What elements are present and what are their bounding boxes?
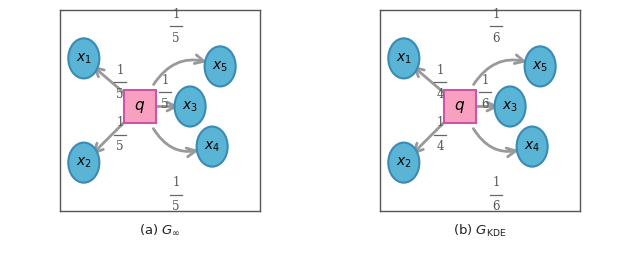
- Ellipse shape: [68, 143, 99, 183]
- Text: $x_5$: $x_5$: [532, 59, 548, 74]
- Text: 5: 5: [116, 88, 124, 101]
- Text: (b) $G_{\mathrm{KDE}}$: (b) $G_{\mathrm{KDE}}$: [453, 223, 507, 239]
- Text: 1: 1: [161, 74, 169, 87]
- Text: 1: 1: [436, 64, 444, 77]
- Text: $q$: $q$: [134, 98, 145, 115]
- Ellipse shape: [516, 126, 548, 167]
- Text: $x_1$: $x_1$: [396, 51, 412, 66]
- Text: (a) $G_{\infty}$: (a) $G_{\infty}$: [139, 223, 181, 237]
- Text: 1: 1: [436, 116, 444, 129]
- Text: 6: 6: [492, 32, 500, 45]
- Ellipse shape: [495, 86, 525, 126]
- Text: $q$: $q$: [454, 98, 465, 115]
- Ellipse shape: [525, 46, 556, 86]
- Text: 1: 1: [172, 8, 180, 21]
- Text: $x_5$: $x_5$: [212, 59, 228, 74]
- Ellipse shape: [388, 143, 419, 183]
- Ellipse shape: [205, 46, 236, 86]
- Text: 1: 1: [492, 176, 500, 189]
- Text: 4: 4: [436, 140, 444, 153]
- Text: $x_4$: $x_4$: [524, 139, 540, 154]
- Text: 5: 5: [172, 200, 180, 213]
- Text: 5: 5: [116, 140, 124, 153]
- Text: 1: 1: [116, 64, 124, 77]
- Ellipse shape: [388, 38, 419, 78]
- Text: 5: 5: [161, 98, 169, 111]
- Text: 6: 6: [492, 200, 500, 213]
- Text: $x_4$: $x_4$: [204, 139, 220, 154]
- Ellipse shape: [175, 86, 205, 126]
- Text: $x_2$: $x_2$: [76, 155, 92, 170]
- Text: 1: 1: [172, 176, 180, 189]
- Text: 1: 1: [116, 116, 124, 129]
- Ellipse shape: [68, 38, 99, 78]
- Text: $x_1$: $x_1$: [76, 51, 92, 66]
- FancyBboxPatch shape: [124, 90, 156, 123]
- Text: 5: 5: [172, 32, 180, 45]
- Text: 6: 6: [481, 98, 489, 111]
- FancyBboxPatch shape: [444, 90, 476, 123]
- Ellipse shape: [196, 126, 228, 167]
- Text: $x_3$: $x_3$: [182, 99, 198, 114]
- Text: 4: 4: [436, 88, 444, 101]
- Text: $x_3$: $x_3$: [502, 99, 518, 114]
- Text: 1: 1: [481, 74, 489, 87]
- Text: 1: 1: [492, 8, 500, 21]
- Text: $x_2$: $x_2$: [396, 155, 412, 170]
